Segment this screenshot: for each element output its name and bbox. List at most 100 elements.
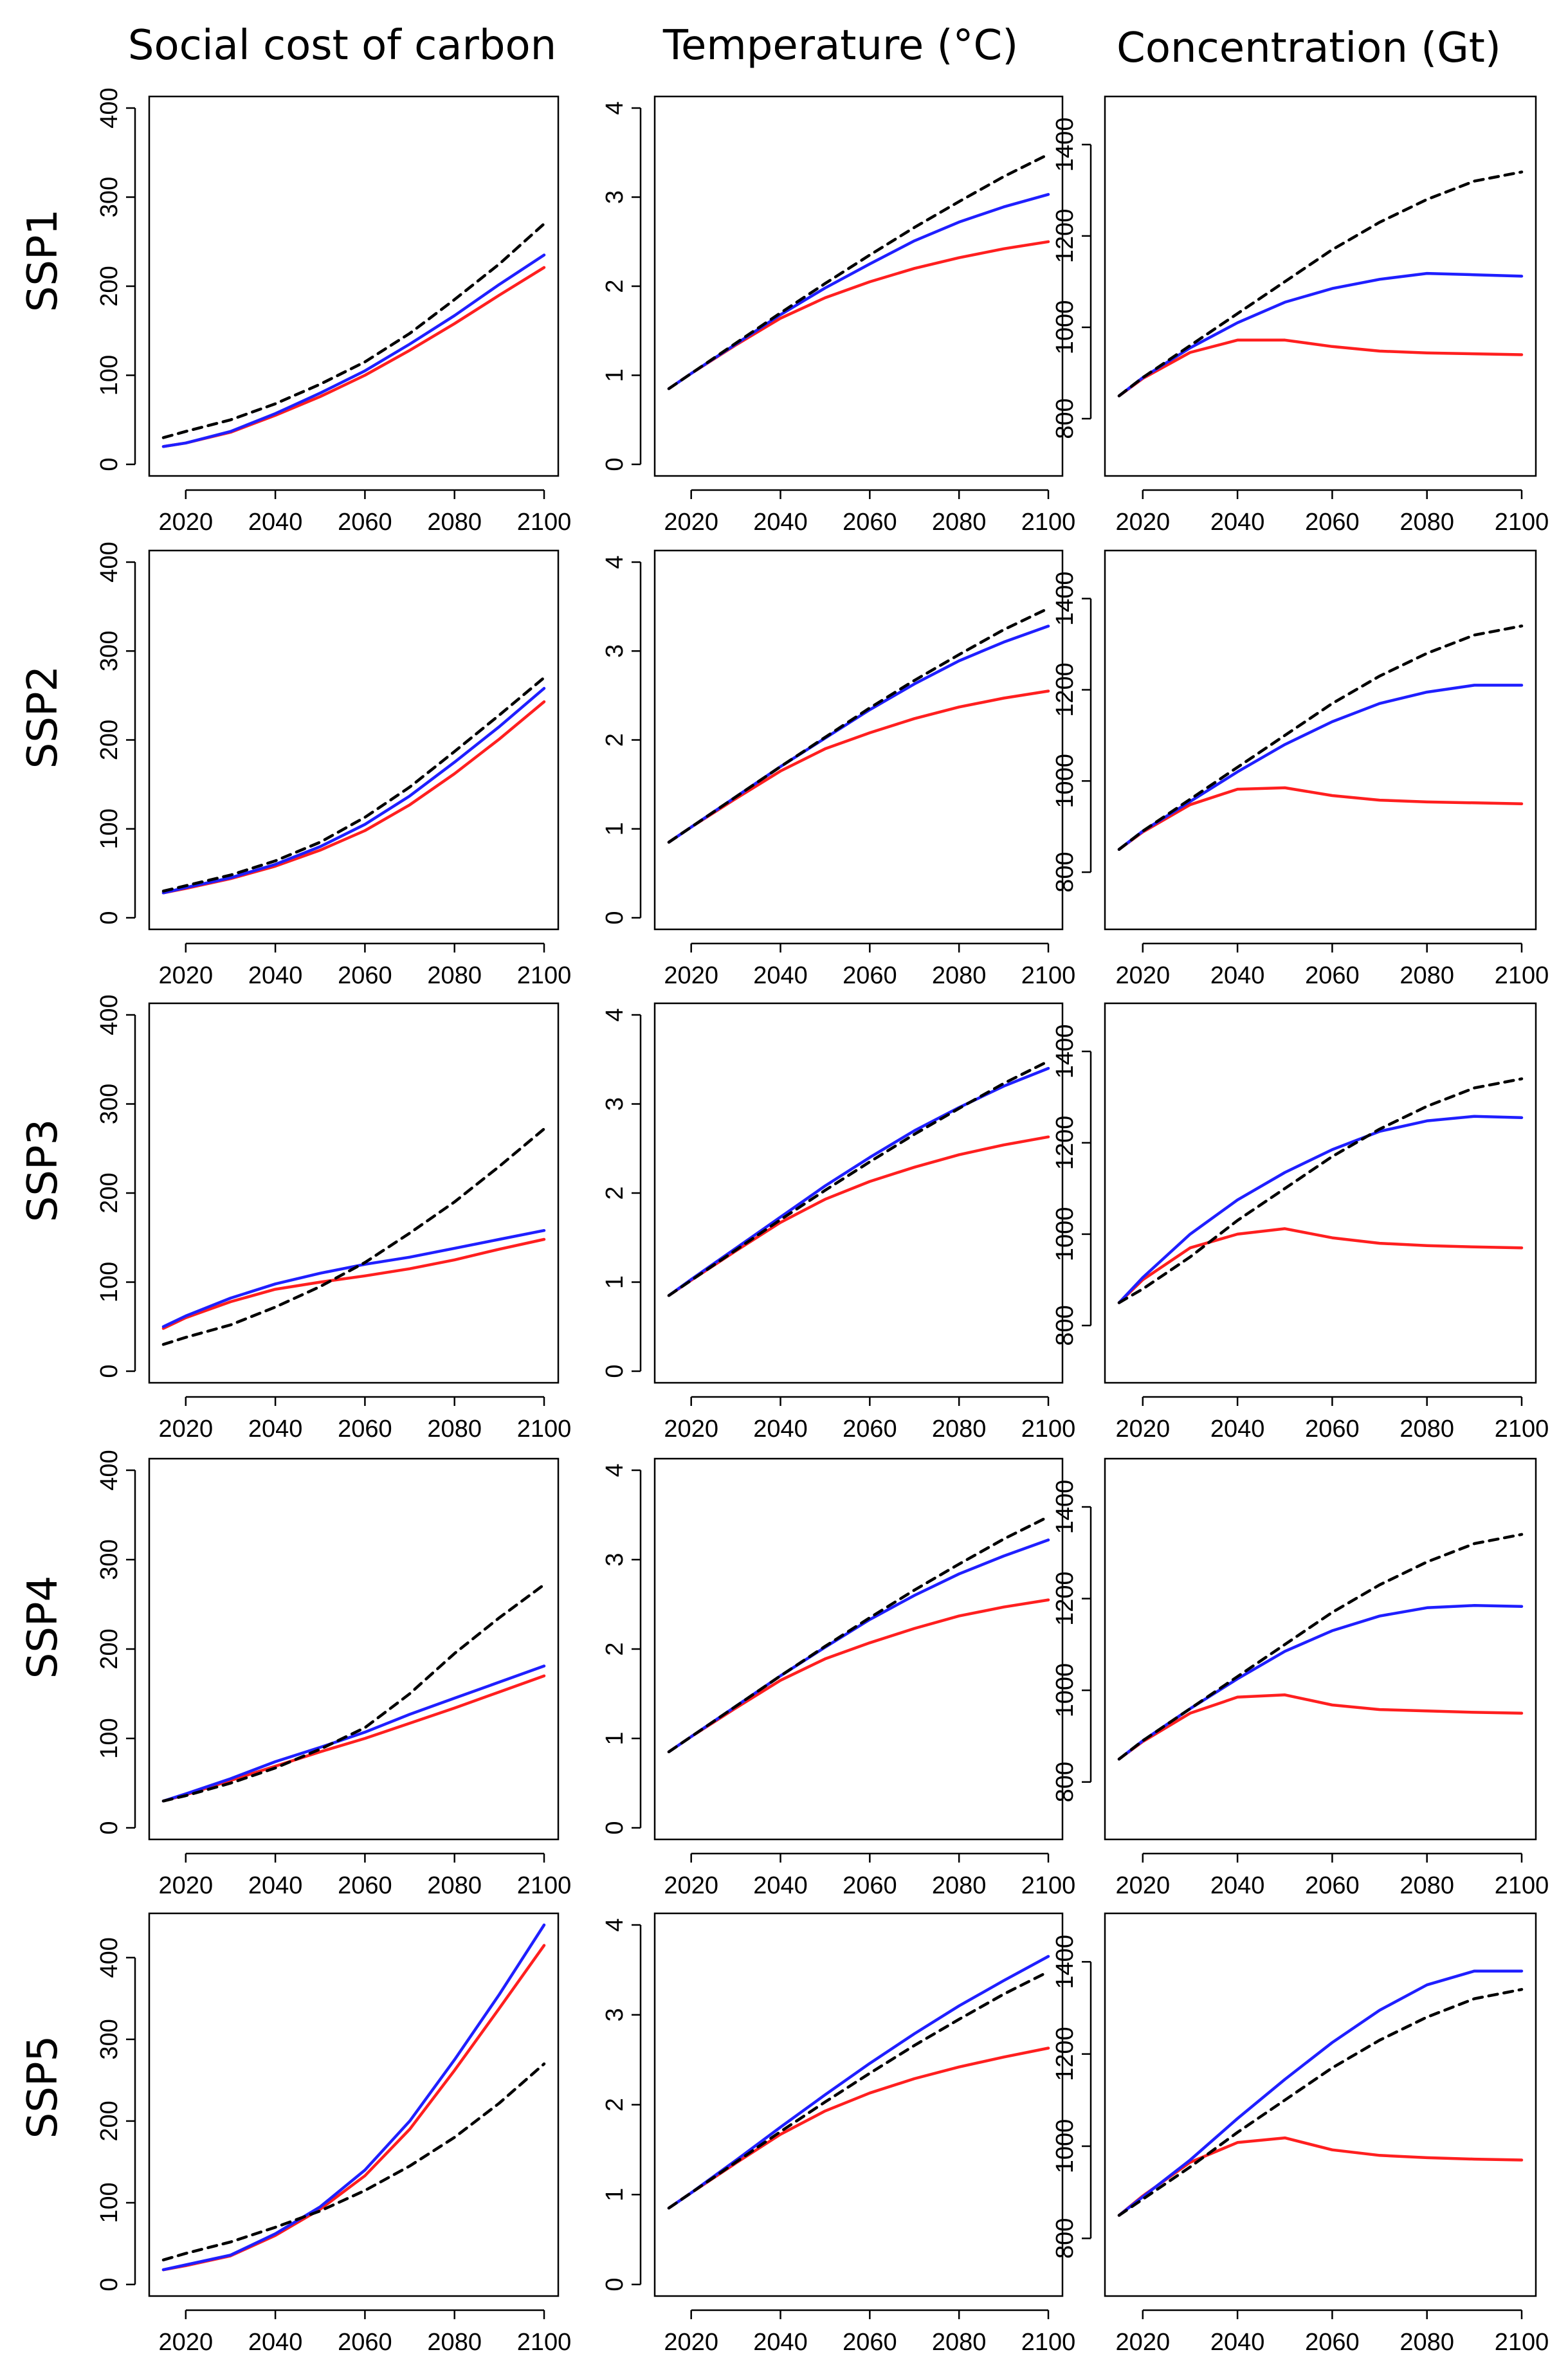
ssp1-conc-series-red — [1117, 338, 1524, 397]
ssp5-temp-x-tick-label: 2040 — [753, 2329, 808, 2356]
ssp2-conc-y-tick-label: 1400 — [1052, 571, 1079, 626]
ssp3-scc-x-tick-label: 2080 — [427, 1416, 482, 1443]
ssp3-temp-y-tick-label: 3 — [601, 1097, 628, 1111]
ssp3-scc-y-tick-label: 100 — [96, 1262, 123, 1302]
ssp2-temp-y-axis: 0 1 2 3 4 — [601, 555, 642, 925]
ssp4-scc-y-tick-label: 0 — [96, 1821, 123, 1834]
ssp2-scc-y-axis: 0 100 200 300 400 — [96, 542, 136, 925]
ssp1-temp-y-tick-label: 1 — [601, 369, 628, 382]
ssp2-scc-frame — [148, 549, 560, 931]
ssp1-temp-y-tick-label: 2 — [601, 279, 628, 293]
ssp4-conc-y-tick-label: 1200 — [1052, 1571, 1079, 1626]
ssp3-scc-panel: 2020 2040 2060 2080 2100 0 100 200 300 400 — [96, 994, 571, 1443]
ssp2-temp-y-tick-label: 1 — [601, 822, 628, 835]
ssp3-temp-series-red — [667, 1135, 1050, 1297]
ssp1-temp-x-tick-label: 2080 — [932, 509, 987, 536]
ssp2-temp-x-tick-label: 2040 — [753, 962, 808, 989]
ssp5-temp-panel: 2020 2040 2060 2080 2100 0 1 2 3 4 — [601, 1912, 1075, 2356]
ssp5-conc-x-tick-label: 2020 — [1116, 2329, 1171, 2356]
ssp2-conc-y-tick-label: 800 — [1052, 852, 1079, 892]
row-labels: SSP1 SSP2 SSP3 SSP4 SSP5 — [19, 209, 67, 2139]
ssp4-conc-x-tick-label: 2060 — [1305, 1872, 1360, 1899]
ssp3-conc-y-tick-label: 1400 — [1052, 1025, 1079, 1079]
ssp1-scc-x-tick-label: 2040 — [248, 509, 303, 536]
ssp5-temp-x-tick-label: 2060 — [843, 2329, 897, 2356]
ssp5-scc-y-tick-label: 0 — [96, 2277, 123, 2291]
ssp2-temp-series-blue — [667, 624, 1050, 844]
ssp4-scc-y-tick-label: 400 — [96, 1450, 123, 1490]
ssp1-scc-series-baseline — [161, 222, 546, 439]
ssp4-scc-x-tick-label: 2040 — [248, 1872, 303, 1899]
ssp2-conc-x-tick-label: 2080 — [1399, 962, 1454, 989]
ssp4-temp-series-baseline — [667, 1515, 1050, 1754]
ssp4-scc-x-axis: 2020 2040 2060 2080 2100 — [159, 1852, 572, 1899]
ssp2-temp-x-axis: 2020 2040 2060 2080 2100 — [664, 942, 1075, 989]
ssp5-conc-series-baseline — [1117, 1988, 1524, 2217]
ssp2-scc-x-axis: 2020 2040 2060 2080 2100 — [159, 942, 572, 989]
ssp2-scc-x-tick-label: 2020 — [159, 962, 214, 989]
ssp2-conc-series-blue — [1117, 684, 1524, 851]
ssp1-conc-y-axis: 800 1000 1200 1400 — [1052, 118, 1092, 439]
ssp1-temp-series-blue — [667, 193, 1050, 390]
ssp4-scc-x-tick-label: 2080 — [427, 1872, 482, 1899]
ssp2-conc-x-tick-label: 2040 — [1210, 962, 1265, 989]
ssp3-conc-y-tick-label: 1200 — [1052, 1116, 1079, 1171]
ssp2-conc-x-tick-label: 2100 — [1495, 962, 1549, 989]
ssp5-temp-x-axis: 2020 2040 2060 2080 2100 — [664, 2309, 1075, 2356]
ssp4-conc-y-axis: 800 1000 1200 1400 — [1052, 1480, 1092, 1802]
ssp4-scc-x-tick-label: 2100 — [517, 1872, 572, 1899]
ssp3-scc-y-tick-label: 300 — [96, 1084, 123, 1124]
ssp5-conc-x-tick-label: 2100 — [1495, 2329, 1549, 2356]
ssp1-temp-frame — [653, 95, 1064, 477]
ssp1-conc-series-blue — [1117, 271, 1524, 397]
ssp3-temp-frame — [653, 1002, 1064, 1384]
ssp2-conc-y-tick-label: 1000 — [1052, 754, 1079, 808]
ssp1-scc-series-blue — [161, 253, 546, 448]
ssp3-temp-x-tick-label: 2060 — [843, 1416, 897, 1443]
ssp5-scc-x-tick-label: 2040 — [248, 2329, 303, 2356]
ssp5-conc-series-blue — [1117, 1969, 1524, 2217]
ssp2-scc-y-tick-label: 400 — [96, 542, 123, 582]
ssp4-conc-x-tick-label: 2080 — [1399, 1872, 1454, 1899]
ssp4-conc-frame — [1104, 1457, 1537, 1841]
ssp4-conc-series-baseline — [1117, 1533, 1524, 1761]
ssp1-conc-x-axis: 2020 2040 2060 2080 2100 — [1116, 489, 1549, 536]
ssp5-temp-series-baseline — [667, 1970, 1050, 2210]
ssp5-scc-frame — [148, 1912, 560, 2297]
ssp4-temp-y-tick-label: 4 — [601, 1463, 628, 1477]
ssp4-temp-x-tick-label: 2100 — [1021, 1872, 1076, 1899]
ssp2-scc-series-baseline — [161, 676, 546, 893]
ssp4-temp-y-axis: 0 1 2 3 4 — [601, 1463, 642, 1835]
ssp3-scc-y-tick-label: 0 — [96, 1364, 123, 1378]
ssp3-scc-y-axis: 0 100 200 300 400 — [96, 994, 136, 1378]
ssp4-conc-panel: 2020 2040 2060 2080 2100 800 1000 1200 1400 — [1052, 1457, 1549, 1899]
ssp5-temp-x-tick-label: 2020 — [664, 2329, 718, 2356]
ssp5-scc-y-tick-label: 200 — [96, 2101, 123, 2141]
ssp1-conc-x-tick-label: 2020 — [1116, 509, 1171, 536]
ssp2-conc-x-axis: 2020 2040 2060 2080 2100 — [1116, 942, 1549, 989]
ssp1-temp-series-baseline — [667, 152, 1050, 390]
ssp2-scc-x-tick-label: 2100 — [517, 962, 572, 989]
ssp4-scc-panel: 2020 2040 2060 2080 2100 0 100 200 300 400 — [96, 1450, 571, 1899]
ssp3-conc-x-tick-label: 2080 — [1399, 1416, 1454, 1443]
ssp4-temp-x-tick-label: 2060 — [843, 1872, 897, 1899]
ssp3-conc-x-axis: 2020 2040 2060 2080 2100 — [1116, 1396, 1549, 1443]
ssp3-scc-series-blue — [161, 1228, 546, 1329]
ssp5-temp-y-tick-label: 0 — [601, 2277, 628, 2291]
ssp5-temp-y-tick-label: 4 — [601, 1918, 628, 1931]
ssp2-scc-series-blue — [161, 687, 546, 895]
ssp2-scc-y-tick-label: 100 — [96, 808, 123, 849]
ssp3-scc-y-tick-label: 400 — [96, 994, 123, 1035]
ssp5-scc-y-tick-label: 400 — [96, 1937, 123, 1978]
ssp2-temp-series-baseline — [667, 606, 1050, 844]
ssp2-scc-y-tick-label: 300 — [96, 631, 123, 671]
ssp5-scc-y-tick-label: 300 — [96, 2019, 123, 2059]
ssp1-temp-x-axis: 2020 2040 2060 2080 2100 — [664, 489, 1075, 536]
ssp3-temp-x-axis: 2020 2040 2060 2080 2100 — [664, 1396, 1076, 1443]
ssp5-temp-y-tick-label: 1 — [601, 2188, 628, 2201]
ssp1-conc-y-tick-label: 800 — [1052, 398, 1079, 439]
ssp5-temp-y-tick-label: 2 — [601, 2098, 628, 2111]
ssp3-temp-x-tick-label: 2100 — [1021, 1416, 1076, 1443]
ssp5-scc-series-blue — [161, 1923, 546, 2272]
